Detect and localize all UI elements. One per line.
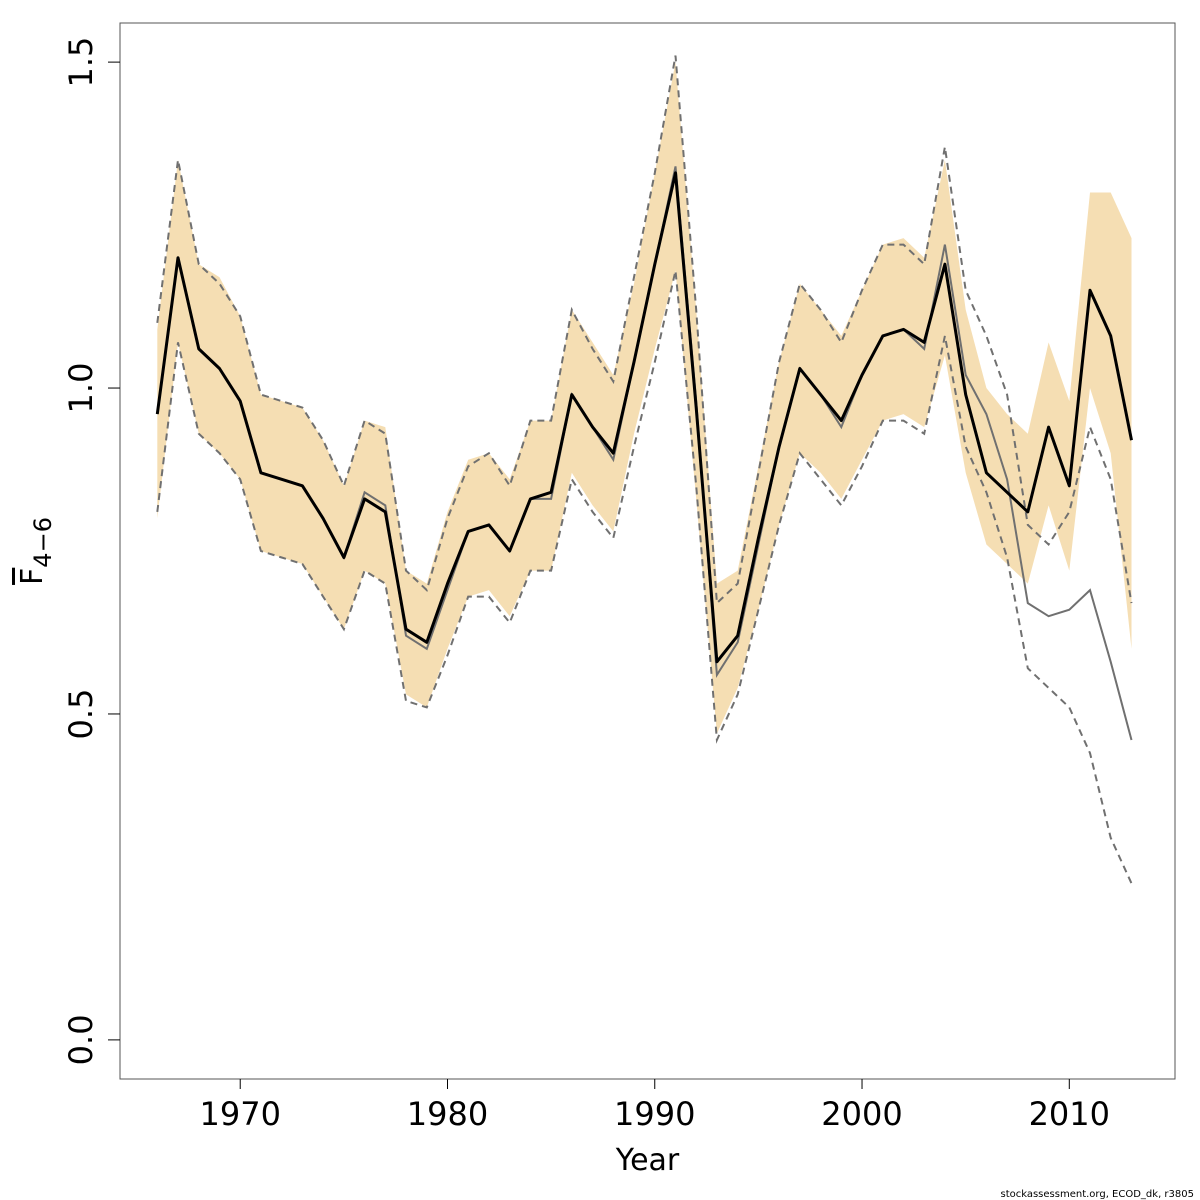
x-tick-label: 2010 — [1029, 1095, 1110, 1133]
y-tick-label: 0.0 — [62, 1014, 100, 1065]
x-tick-label: 1980 — [407, 1095, 488, 1133]
y-tick-label: 1.0 — [62, 363, 100, 414]
current-estimate-line — [155, 171, 1133, 664]
x-tick-label: 1970 — [199, 1095, 280, 1133]
y-tick-label: 0.5 — [62, 689, 100, 740]
y-tick-label: 1.5 — [62, 37, 100, 88]
x-axis-title: Year — [615, 1143, 680, 1178]
confidence-band-layer — [157, 62, 1132, 734]
y-axis-title-main: F — [15, 568, 50, 585]
footnote: stockassessment.org, ECOD_dk, r3805 — [1000, 1189, 1194, 1200]
series-line-layer — [155, 55, 1133, 884]
previous-upper-bound-line — [156, 55, 1133, 606]
y-axis-title-subscript: 4−6 — [29, 517, 57, 568]
plot-frame — [119, 22, 1176, 1080]
y-axis-title: F4−6 — [15, 517, 57, 585]
confidence-band — [157, 62, 1132, 734]
x-axis: 1970 1980 1990 2000 2010 — [199, 1079, 1110, 1133]
y-axis: 0.0 0.5 1.0 1.5 — [62, 37, 120, 1065]
previous-lower-bound-line — [156, 270, 1133, 884]
svg-text:F4−6: F4−6 — [15, 517, 57, 585]
x-tick-label: 2000 — [821, 1095, 902, 1133]
x-tick-label: 1990 — [614, 1095, 695, 1133]
